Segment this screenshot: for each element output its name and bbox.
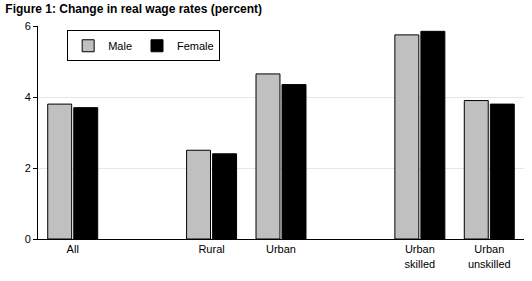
svg-text:4: 4	[25, 91, 31, 103]
svg-text:6: 6	[25, 20, 31, 32]
svg-text:Figure 1: Change in real wage: Figure 1: Change in real wage rates (per…	[5, 2, 262, 16]
svg-text:Urban: Urban	[266, 243, 296, 255]
svg-text:All: All	[67, 243, 79, 255]
svg-text:Female: Female	[177, 40, 214, 52]
svg-text:Rural: Rural	[198, 243, 224, 255]
svg-text:Urbanskilled: Urbanskilled	[405, 243, 436, 269]
svg-text:Male: Male	[108, 40, 132, 52]
svg-text:Urbanunskilled: Urbanunskilled	[468, 243, 511, 269]
svg-text:2: 2	[25, 162, 31, 174]
svg-text:0: 0	[25, 233, 31, 245]
